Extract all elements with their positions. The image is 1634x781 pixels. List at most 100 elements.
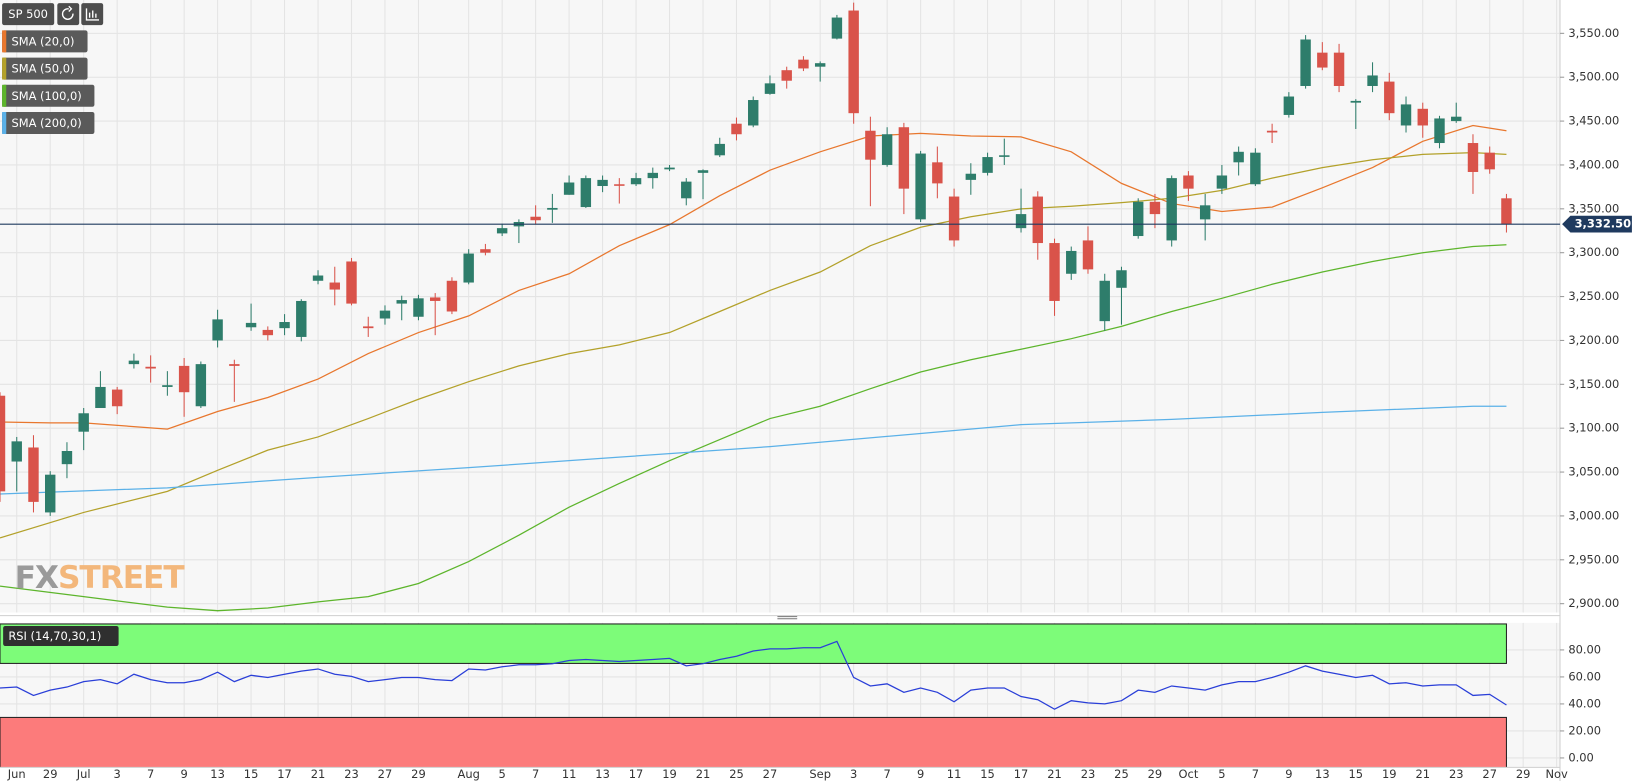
candle-body — [965, 173, 977, 180]
candle-body — [1250, 152, 1261, 185]
candle-body — [212, 319, 223, 341]
candle-body — [1266, 130, 1278, 133]
indicator-box[interactable] — [3, 626, 119, 646]
x-tick-label: 9 — [1285, 767, 1292, 781]
candle-body — [948, 196, 960, 241]
x-tick-label: 23 — [1449, 767, 1464, 781]
candle-body — [1367, 75, 1378, 86]
candle-body — [28, 447, 39, 502]
candle-body — [1451, 116, 1462, 122]
x-tick-label: Aug — [457, 767, 479, 781]
legend-swatch — [2, 57, 7, 80]
x-tick-label: 13 — [595, 767, 610, 781]
sma-line — [0, 124, 1507, 430]
x-tick-label: 25 — [729, 767, 744, 781]
x-tick-label: 29 — [411, 767, 426, 781]
y-tick-label: 3,400.00 — [1568, 157, 1619, 171]
refresh-icon — [61, 5, 74, 20]
candle-body — [781, 70, 792, 81]
symbol-box[interactable] — [2, 3, 55, 26]
refresh-button[interactable] — [57, 3, 80, 26]
candle-body — [1467, 143, 1479, 172]
candle-body — [814, 63, 826, 67]
bars-icon — [85, 8, 99, 21]
x-tick-label: 29 — [1148, 767, 1163, 781]
candle-body — [128, 360, 140, 365]
x-tick-label: 17 — [277, 767, 292, 781]
candle-body — [1233, 151, 1244, 163]
candle-body — [329, 282, 340, 290]
legend-box[interactable] — [2, 112, 95, 135]
oversold-band — [0, 716, 1507, 768]
candle-body — [915, 153, 926, 220]
main-panel — [0, 0, 1560, 612]
candle-body — [1015, 214, 1027, 229]
candle-body — [178, 365, 190, 393]
legend-box[interactable] — [2, 84, 95, 107]
candle-body — [111, 389, 123, 407]
candle-body — [363, 326, 374, 329]
candle-body — [379, 310, 391, 319]
candle-body — [1333, 52, 1345, 86]
legend-box[interactable] — [2, 57, 88, 80]
candle-body — [413, 298, 424, 317]
x-tick-label: Nov — [1545, 767, 1568, 781]
candle-body — [597, 179, 608, 187]
candle-body — [798, 59, 809, 69]
candle-body — [429, 297, 441, 301]
candle-body — [1199, 205, 1211, 220]
candle-body — [1116, 270, 1127, 288]
candle-body — [898, 127, 910, 189]
grid — [0, 0, 1561, 768]
candle-body — [563, 182, 575, 195]
y-tick-label: 40.00 — [1568, 696, 1601, 710]
x-tick-label: 23 — [344, 767, 359, 781]
candle-body — [262, 329, 274, 336]
indicator-title: RSI (14,70,30,1) — [8, 629, 101, 643]
legend-swatch — [2, 30, 7, 53]
x-tick-label: 3 — [114, 767, 121, 781]
x-tick-label: 19 — [1382, 767, 1397, 781]
sma-line — [0, 152, 1507, 539]
legend-swatch — [2, 84, 7, 107]
x-tick-label: Oct — [1179, 767, 1199, 781]
candle-body — [195, 364, 207, 407]
x-tick-label: 27 — [378, 767, 393, 781]
x-tick-label: 13 — [210, 767, 225, 781]
x-tick-label: 21 — [696, 767, 711, 781]
last-price-label: 3,332.50 — [1575, 217, 1631, 231]
x-tick-label: 7 — [1252, 767, 1259, 781]
y-tick-label: 3,150.00 — [1568, 377, 1619, 391]
sma-line — [0, 405, 1507, 495]
x-tick-label: 7 — [532, 767, 539, 781]
candle-body — [11, 441, 22, 462]
candle-body — [580, 178, 592, 208]
legend-label: SMA (50,0) — [11, 62, 74, 76]
x-tick-label: 7 — [147, 767, 154, 781]
candle-body — [932, 162, 943, 184]
x-tick-label: 7 — [883, 767, 890, 781]
x-tick-label: 15 — [1349, 767, 1364, 781]
x-tick-label: 21 — [311, 767, 326, 781]
x-tick-label: 21 — [1047, 767, 1062, 781]
y-tick-label: 3,250.00 — [1568, 289, 1619, 303]
x-tick-label: 27 — [1482, 767, 1497, 781]
legend-box[interactable] — [2, 30, 88, 53]
y-tick-label: 3,100.00 — [1568, 421, 1619, 435]
candle-body — [748, 100, 759, 126]
x-tick-label: 9 — [180, 767, 187, 781]
candle-body — [0, 395, 6, 492]
candle-body — [245, 322, 257, 328]
candle-body — [1300, 39, 1311, 86]
candle-body — [1099, 280, 1110, 322]
candle-body — [982, 157, 993, 173]
y-tick-label: 3,500.00 — [1568, 70, 1619, 84]
candle-body — [1049, 243, 1060, 301]
candle-body — [999, 155, 1010, 157]
candle-body — [630, 178, 642, 185]
rsi-layer — [0, 623, 1507, 768]
x-tick-label: 21 — [1415, 767, 1430, 781]
candle-body — [1384, 81, 1395, 114]
